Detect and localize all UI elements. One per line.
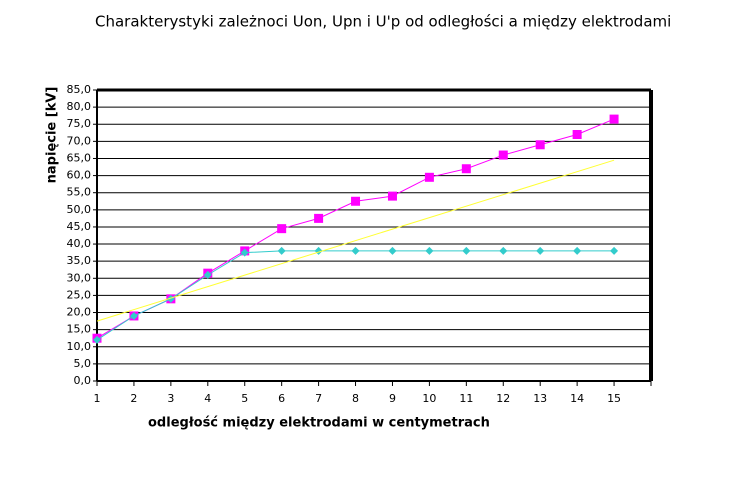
y-tick-label: 10,0 xyxy=(67,340,92,353)
point xyxy=(314,213,324,223)
y-tick-label: 5,0 xyxy=(74,357,92,370)
point xyxy=(351,196,361,206)
point xyxy=(166,294,175,303)
x-tick-label: 1 xyxy=(94,392,101,405)
series-line xyxy=(96,159,615,322)
point xyxy=(129,311,138,320)
x-tick-label: 10 xyxy=(422,392,436,405)
y-tick-label: 55,0 xyxy=(67,186,92,199)
x-axis-title: odległość między elektrodami w centymetr… xyxy=(148,416,490,431)
point xyxy=(277,224,287,234)
x-tick-label: 11 xyxy=(459,392,473,405)
x-tick-label: 13 xyxy=(533,392,547,405)
series-line xyxy=(96,118,615,339)
y-tick-label: 45,0 xyxy=(67,220,92,233)
y-tick-label: 0,0 xyxy=(74,374,92,387)
point xyxy=(388,246,397,255)
x-tick-label: 12 xyxy=(496,392,510,405)
point xyxy=(573,246,582,255)
x-tick-label: 15 xyxy=(607,392,621,405)
y-tick-label: 20,0 xyxy=(67,306,92,319)
x-tick-label: 3 xyxy=(167,392,174,405)
y-tick-label: 60,0 xyxy=(67,169,92,182)
y-tick-label: 35,0 xyxy=(67,254,92,267)
y-tick-label: 50,0 xyxy=(67,203,92,216)
point xyxy=(203,270,212,279)
x-tick-label: 2 xyxy=(130,392,137,405)
point xyxy=(610,246,619,255)
point xyxy=(536,246,545,255)
point xyxy=(424,172,434,182)
point xyxy=(425,246,434,255)
point xyxy=(240,248,249,257)
chart-title: Charakterystyki zależnoci Uon, Upn i U'p… xyxy=(95,13,671,31)
y-tick-label: 15,0 xyxy=(67,323,92,336)
point xyxy=(387,191,397,201)
y-tick-label: 65,0 xyxy=(67,151,92,164)
x-tick-label: 6 xyxy=(278,392,285,405)
point xyxy=(351,246,360,255)
point xyxy=(498,150,508,160)
point xyxy=(462,246,471,255)
point xyxy=(277,246,286,255)
x-tick-label: 8 xyxy=(352,392,359,405)
y-tick-label: 40,0 xyxy=(67,237,92,250)
x-tick-label: 7 xyxy=(315,392,322,405)
y-axis-title: napięcie [kV] xyxy=(45,87,60,184)
y-tick-label: 80,0 xyxy=(67,100,92,113)
x-tick-label: 9 xyxy=(389,392,396,405)
y-tick-label: 25,0 xyxy=(67,288,92,301)
y-tick-label: 30,0 xyxy=(67,271,92,284)
point xyxy=(535,140,545,150)
y-tick-label: 85,0 xyxy=(67,83,92,96)
y-tick-label: 75,0 xyxy=(67,117,92,130)
point xyxy=(499,246,508,255)
y-tick-label: 70,0 xyxy=(67,134,92,147)
x-tick-label: 4 xyxy=(204,392,211,405)
point xyxy=(572,130,582,140)
point xyxy=(93,335,101,344)
x-tick-label: 5 xyxy=(241,392,248,405)
point xyxy=(461,164,471,174)
x-tick-label: 14 xyxy=(570,392,584,405)
point xyxy=(609,114,619,124)
